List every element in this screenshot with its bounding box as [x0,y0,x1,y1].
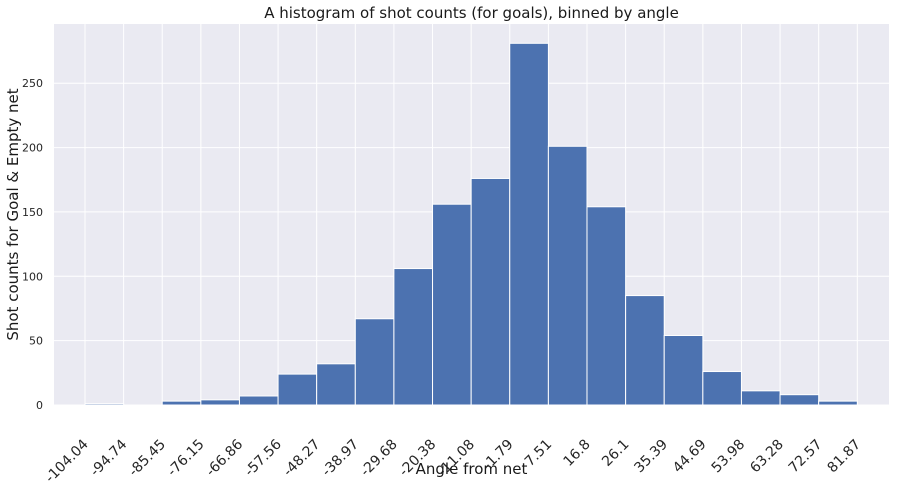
x-tick-label: -85.45 [126,437,169,480]
x-tick-label: 44.69 [670,437,710,477]
x-tick-label: -104.04 [42,436,92,485]
histogram-bar [818,400,858,406]
bars-layer [84,42,858,406]
y-tick-label: 0 [36,399,43,412]
histogram-bar [393,268,434,406]
histogram-bar [740,390,781,406]
histogram-bar [702,371,742,406]
x-tick-label: -38.97 [319,437,362,480]
histogram-bar [509,42,549,406]
x-tick-label: 35.39 [631,437,671,477]
x-tick-label: -29.68 [357,437,400,480]
x-tick-label: 81.87 [824,437,864,477]
histogram-bar [354,318,395,406]
histogram-bar [432,203,472,406]
x-tick-label: -57.56 [242,436,285,479]
y-tick-label: 100 [22,270,43,283]
histogram-bar [200,399,240,406]
x-axis-label: Angle from net [416,460,528,478]
histogram-bar [547,145,588,406]
y-tick-label: 250 [22,77,43,90]
histogram-bar [470,177,511,406]
x-tick-label: 72.57 [786,437,826,477]
histogram-bar [161,400,202,406]
histogram-bar [316,363,356,406]
histogram-bar [238,395,279,406]
histogram-bar [84,403,125,406]
x-tick-label: 16.8 [560,437,593,470]
x-tick-label: -48.27 [280,437,323,480]
x-tick-label: -94.74 [87,436,130,479]
histogram-bar [625,295,665,406]
histogram-bar [586,206,627,406]
x-tick-label: -66.86 [203,436,246,479]
y-ticks: 0 50 100 150 200 250 [22,77,43,412]
histogram-bar [779,394,820,406]
y-tick-label: 200 [22,142,43,155]
x-tick-label: 63.28 [747,437,787,477]
y-tick-label: 50 [29,335,43,348]
x-tick-label: -76.15 [164,437,207,480]
x-tick-label: 53.98 [709,437,749,477]
x-tick-label: 26.1 [599,437,632,470]
y-axis-label: Shot counts for Goal & Empty net [4,88,22,340]
y-tick-label: 150 [22,206,43,219]
histogram-bar [663,334,704,406]
histogram-bar [277,373,318,406]
chart-title: A histogram of shot counts (for goals), … [264,4,679,22]
